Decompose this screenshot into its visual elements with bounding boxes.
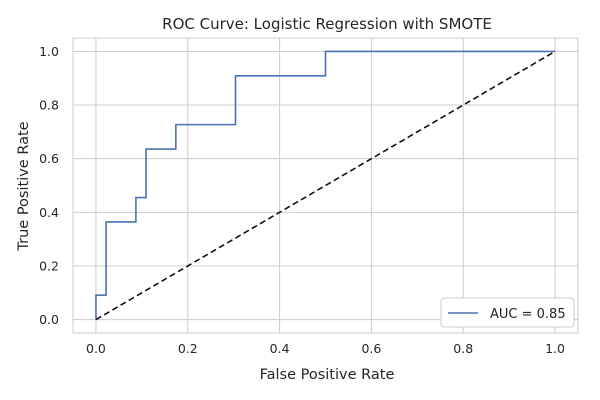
- x-tick-labels: 0.0 0.2 0.4 0.6 0.8 1.0: [86, 341, 565, 356]
- chart-title: ROC Curve: Logistic Regression with SMOT…: [162, 15, 492, 33]
- y-tick-label: 1.0: [39, 44, 59, 59]
- y-axis-label: True Positive Rate: [16, 121, 32, 251]
- x-tick-label: 0.8: [453, 341, 473, 356]
- chance-diagonal-line: [95, 50, 556, 321]
- roc-curve-line: [95, 50, 556, 320]
- y-tick-labels: 0.0 0.2 0.4 0.6 0.8 1.0: [39, 44, 59, 327]
- y-tick-label: 0.0: [39, 312, 59, 327]
- y-tick-label: 0.6: [39, 151, 59, 166]
- x-tick-label: 0.0: [86, 341, 106, 356]
- x-tick-label: 0.2: [178, 341, 198, 356]
- x-tick-label: 0.4: [270, 341, 290, 356]
- series-group: [95, 50, 556, 321]
- legend-label-auc: AUC = 0.85: [490, 307, 566, 322]
- x-tick-label: 0.6: [361, 341, 381, 356]
- x-tick-label: 1.0: [545, 341, 565, 356]
- legend: AUC = 0.85: [440, 297, 575, 328]
- y-tick-label: 0.8: [39, 98, 59, 113]
- y-tick-label: 0.4: [39, 205, 59, 220]
- x-axis-label: False Positive Rate: [260, 367, 395, 383]
- y-tick-label: 0.2: [39, 258, 59, 273]
- legend-box: [440, 297, 575, 328]
